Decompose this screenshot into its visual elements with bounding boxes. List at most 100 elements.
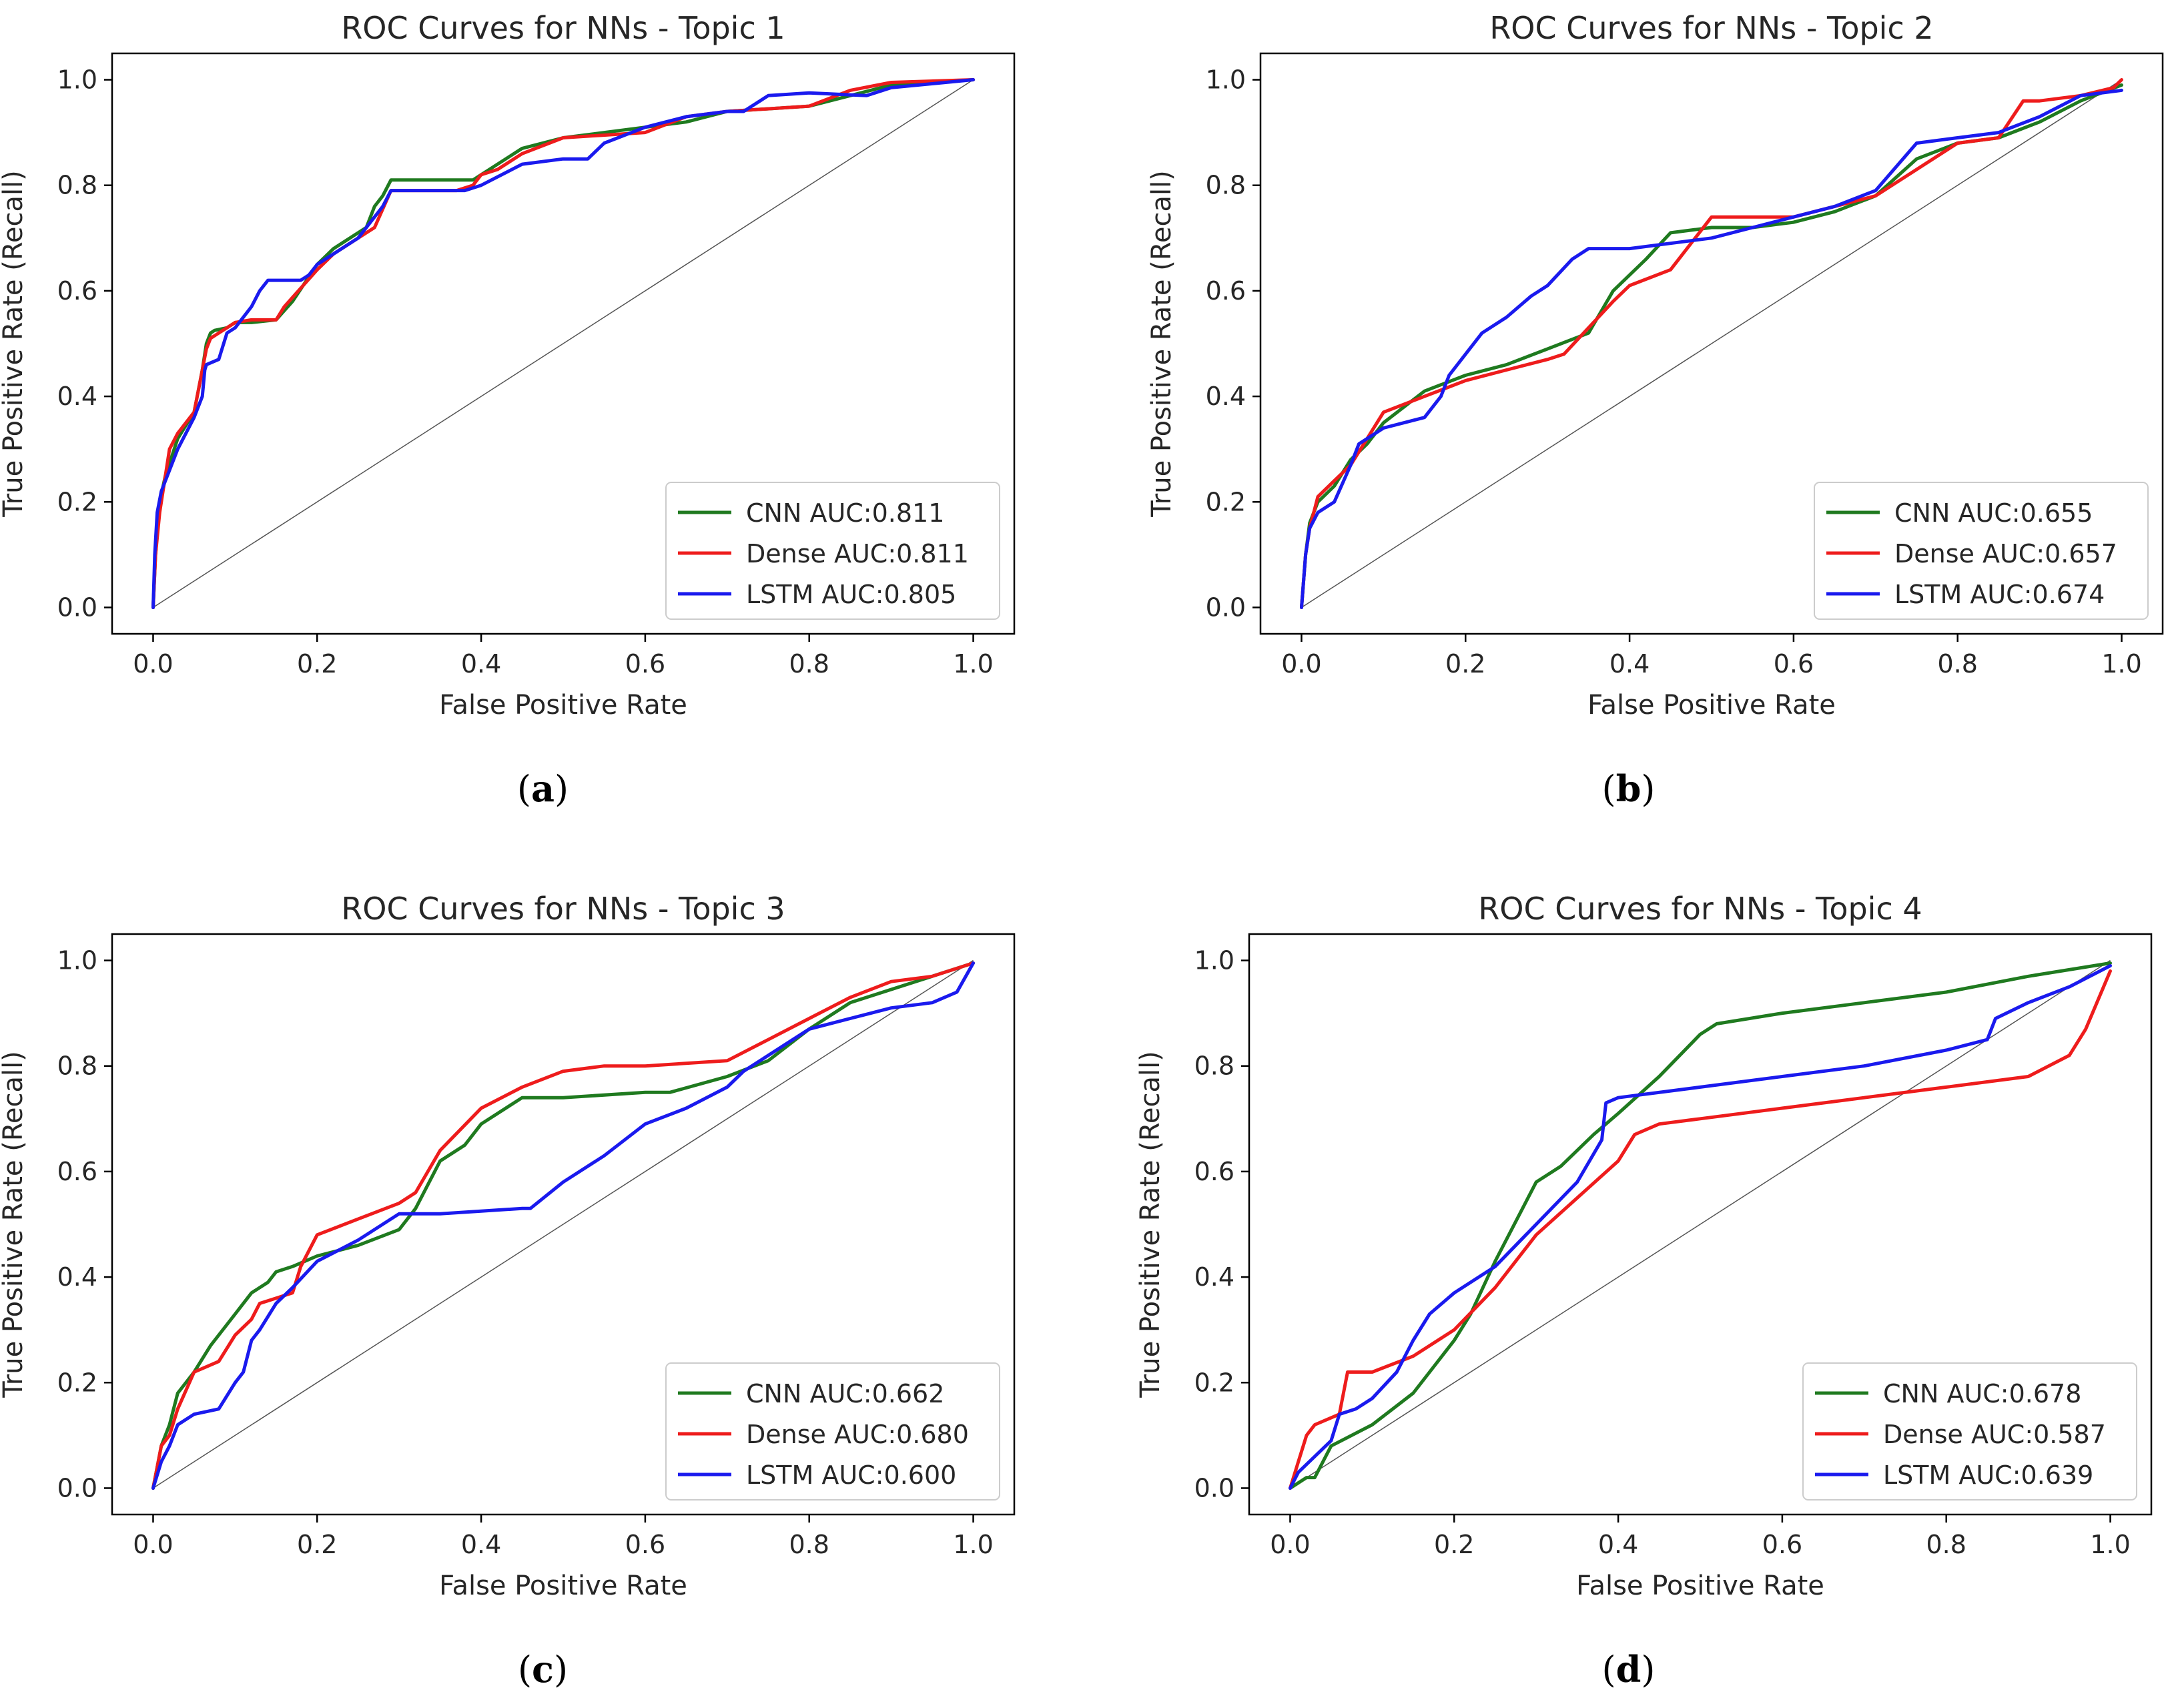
x-tick-label: 0.0 (1281, 649, 1321, 679)
y-tick-label: 0.4 (57, 382, 97, 411)
legend-label-lstm: LSTM AUC:0.639 (1883, 1460, 2093, 1490)
diagonal-reference-line (153, 959, 974, 1489)
y-tick-label: 0.2 (1194, 1368, 1234, 1397)
caption-a: (a) (516, 767, 569, 810)
x-tick-label: 0.6 (625, 1530, 665, 1559)
x-tick-label: 0.4 (1598, 1530, 1638, 1559)
x-axis-label: False Positive Rate (1587, 690, 1836, 721)
series-line-lstm (151, 78, 975, 609)
x-tick-label: 1.0 (2101, 649, 2141, 679)
caption-b: (b) (1601, 767, 1656, 810)
diagonal-reference-line (153, 79, 974, 608)
x-tick-label: 0.8 (789, 649, 829, 679)
x-tick-label: 0.4 (1609, 649, 1650, 679)
x-tick-label: 0.2 (1434, 1530, 1474, 1559)
y-tick-label: 0.6 (1206, 276, 1246, 306)
x-tick-label: 0.0 (1270, 1530, 1310, 1559)
y-tick-label: 0.6 (57, 276, 97, 306)
legend-label-dense: Dense AUC:0.587 (1883, 1420, 2106, 1449)
legend-label-cnn: CNN AUC:0.655 (1894, 498, 2093, 528)
legend-box (665, 482, 1000, 620)
roc-chart-topic-4-svg: ROC Curves for NNs - Topic 4 0.0 0.2 0.4 0.6… (1135, 891, 2153, 1601)
x-tick-label: 0.8 (1926, 1530, 1966, 1559)
diagonal-reference-line (1290, 959, 2111, 1489)
series-line-cnn (151, 961, 975, 1490)
y-tick-label: 0.0 (1194, 1473, 1234, 1503)
legend-box (665, 1362, 1000, 1501)
x-tick-label: 0.2 (1445, 649, 1485, 679)
series-line-cnn (1289, 961, 2112, 1490)
x-tick-label: 0.4 (461, 649, 501, 679)
x-tick-label: 0.8 (1938, 649, 1978, 679)
x-tick-label: 0.2 (297, 649, 337, 679)
x-tick-label: 1.0 (2090, 1530, 2130, 1559)
plot-frame (111, 933, 1016, 1516)
y-tick-label: 0.0 (57, 1473, 97, 1503)
x-tick-label: 0.6 (625, 649, 665, 679)
y-tick-label: 0.8 (1206, 171, 1246, 200)
x-tick-label: 0.6 (1774, 649, 1814, 679)
y-tick-label: 1.0 (1206, 65, 1246, 95)
legend-box (1802, 1362, 2137, 1501)
diagonal-reference-line (1301, 79, 2122, 608)
chart-title: ROC Curves for NNs - Topic 3 (341, 891, 785, 927)
roc-chart-topic-3: ROC Curves for NNs - Topic 3 0.0 0.2 0.4 0.6… (0, 854, 1086, 1708)
y-tick-label: 0.4 (1206, 382, 1246, 411)
roc-chart-topic-2: ROC Curves for NNs - Topic 2 0.0 0.2 0.4 0.6… (1086, 0, 2171, 854)
y-tick-label: 0.2 (1206, 487, 1246, 516)
y-tick-label: 0.8 (57, 1051, 97, 1081)
x-axis-label: False Positive Rate (439, 1571, 687, 1601)
series-line-lstm (151, 961, 975, 1490)
caption-d: (d) (1601, 1648, 1656, 1691)
legend-label-cnn: CNN AUC:0.678 (1883, 1379, 2081, 1408)
x-tick-label: 0.8 (789, 1530, 829, 1559)
series-line-lstm (1300, 88, 2123, 609)
series-line-lstm (1289, 964, 2112, 1490)
chart-title: ROC Curves for NNs - Topic 1 (341, 10, 785, 46)
y-tick-label: 0.6 (1194, 1157, 1234, 1186)
legend-label-lstm: LSTM AUC:0.805 (746, 580, 956, 609)
y-tick-label: 1.0 (1194, 946, 1234, 975)
y-tick-label: 0.8 (57, 171, 97, 200)
chart-title: ROC Curves for NNs - Topic 4 (1478, 891, 1922, 927)
y-axis-label: True Positive Rate (Recall) (0, 1051, 29, 1398)
roc-chart-topic-3-svg: ROC Curves for NNs - Topic 3 0.0 0.2 0.4 0.6… (0, 891, 1016, 1601)
legend-label-lstm: LSTM AUC:0.600 (746, 1460, 956, 1490)
y-tick-label: 0.2 (57, 487, 97, 516)
y-tick-label: 0.0 (1206, 592, 1246, 622)
plot-frame (1259, 52, 2164, 635)
chart-title: ROC Curves for NNs - Topic 2 (1489, 10, 1933, 46)
legend-label-cnn: CNN AUC:0.811 (746, 498, 944, 528)
legend-label-cnn: CNN AUC:0.662 (746, 1379, 944, 1408)
x-tick-label: 0.0 (133, 649, 173, 679)
x-tick-label: 0.0 (133, 1530, 173, 1559)
x-axis-label: False Positive Rate (1576, 1571, 1824, 1601)
x-tick-label: 0.6 (1762, 1530, 1802, 1559)
plot-frame (1248, 933, 2153, 1516)
x-tick-label: 0.4 (461, 1530, 501, 1559)
roc-chart-topic-1-svg: ROC Curves for NNs - Topic 1 0.0 0.2 0.4 0.6… (0, 10, 1016, 721)
x-tick-label: 0.2 (297, 1530, 337, 1559)
legend-label-dense: Dense AUC:0.811 (746, 539, 969, 568)
roc-chart-topic-4: ROC Curves for NNs - Topic 4 0.0 0.2 0.4 0.6… (1086, 854, 2171, 1708)
y-tick-label: 1.0 (57, 65, 97, 95)
legend-label-dense: Dense AUC:0.657 (1894, 539, 2117, 568)
caption-c: (c) (517, 1648, 569, 1691)
y-tick-label: 1.0 (57, 946, 97, 975)
legend-label-lstm: LSTM AUC:0.674 (1894, 580, 2105, 609)
y-tick-label: 0.6 (57, 1157, 97, 1186)
y-tick-label: 0.0 (57, 592, 97, 622)
y-axis-label: True Positive Rate (Recall) (1135, 1051, 1166, 1398)
roc-chart-topic-2-svg: ROC Curves for NNs - Topic 2 0.0 0.2 0.4 0.6… (1146, 10, 2164, 721)
legend-label-dense: Dense AUC:0.680 (746, 1420, 969, 1449)
x-tick-label: 1.0 (953, 1530, 993, 1559)
y-axis-label: True Positive Rate (Recall) (1146, 170, 1177, 518)
plot-frame (111, 52, 1016, 635)
roc-chart-topic-1: ROC Curves for NNs - Topic 1 0.0 0.2 0.4 0.6… (0, 0, 1086, 854)
y-tick-label: 0.2 (57, 1368, 97, 1397)
y-tick-label: 0.4 (1194, 1262, 1234, 1292)
y-axis-label: True Positive Rate (Recall) (0, 170, 29, 518)
legend-box (1814, 482, 2149, 620)
x-tick-label: 1.0 (953, 649, 993, 679)
series-line-dense (1289, 969, 2112, 1490)
